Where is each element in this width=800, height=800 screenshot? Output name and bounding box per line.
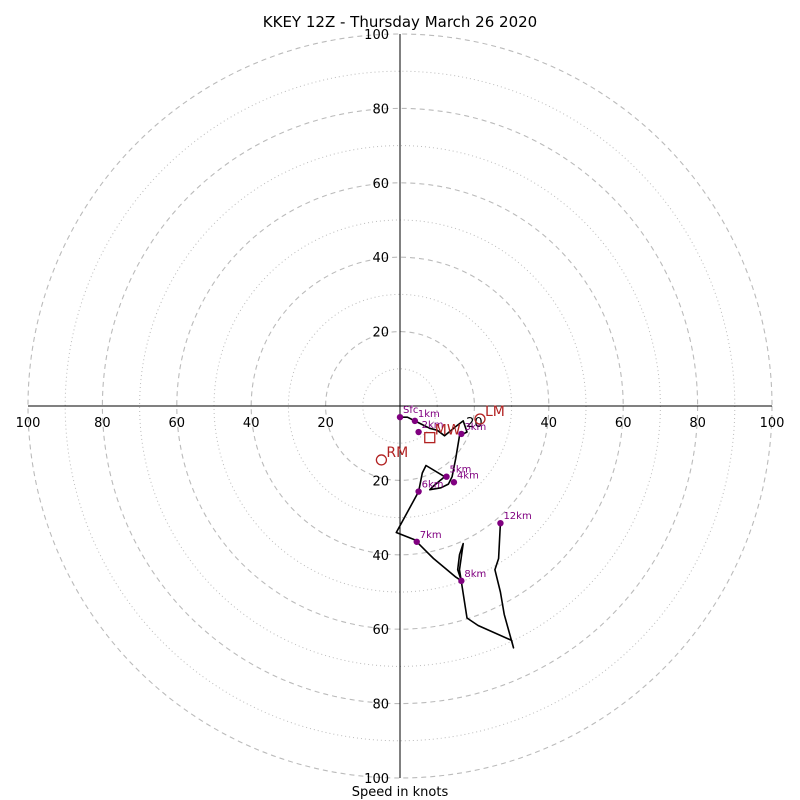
tick-label-right: 100 [760,416,785,431]
height-marker [415,428,422,436]
tick-label-right: 60 [615,416,632,431]
tick-label-down: 60 [372,623,389,638]
hodograph-line [395,416,515,649]
tick-label-down: 100 [364,772,389,787]
height-label: 12km [503,511,531,522]
tick-label-up: 40 [372,251,389,266]
axes [28,34,772,778]
storm-motion-marker [375,454,388,466]
storm-motion-marker [474,413,486,425]
height-label: 6km [422,480,444,491]
tick-label-up: 60 [372,177,389,192]
height-label: 4km [457,470,479,481]
tick-label-right: 80 [689,416,706,431]
tick-label-down: 40 [372,549,389,564]
height-marker [411,417,419,425]
mean-wind-marker [424,431,436,444]
height-marker [458,430,465,438]
tick-label-left: 20 [317,416,334,431]
tick-label-left: 100 [16,416,41,431]
tick-label-down: 80 [372,698,389,713]
tick-label-up: 80 [372,102,389,117]
height-marker [413,538,420,545]
tick-label-left: 40 [243,416,260,431]
storm-motion-markers: RM LM MW [375,404,505,466]
tick-label-right: 40 [541,416,558,431]
height-label: 7km [420,530,442,541]
height-marker [396,413,404,421]
height-marker [450,479,458,486]
height-label: 5km [450,465,472,476]
height-marker [415,488,422,495]
tick-label-down: 20 [372,474,389,489]
height-marker [458,577,465,585]
height-label: 2km [422,420,444,431]
height-label: 8km [464,569,486,580]
height-marker [497,519,504,527]
motion-label: MW [435,423,461,439]
tick-label-left: 60 [169,416,186,431]
hodograph-trace [395,416,515,649]
tick-label-right: 20 [466,416,483,431]
height-marker [443,473,450,480]
height-label: 1km [418,409,440,420]
tick-labels: 20 20 20 20 40 40 40 40 60 60 60 60 80 80 80 80 100 100 10… [16,28,785,787]
motion-label: LM [485,404,505,420]
tick-label-up: 20 [372,326,389,341]
tick-label-up: 100 [364,28,389,43]
height-label: 3km [464,422,486,433]
chart-title: KKEY 12Z - Thursday March 26 2020 [263,13,537,31]
height-label: Sfc [403,405,418,416]
x-axis-label: Speed in knots [352,785,449,800]
tick-label-left: 80 [94,416,111,431]
motion-label: RM [386,445,408,461]
